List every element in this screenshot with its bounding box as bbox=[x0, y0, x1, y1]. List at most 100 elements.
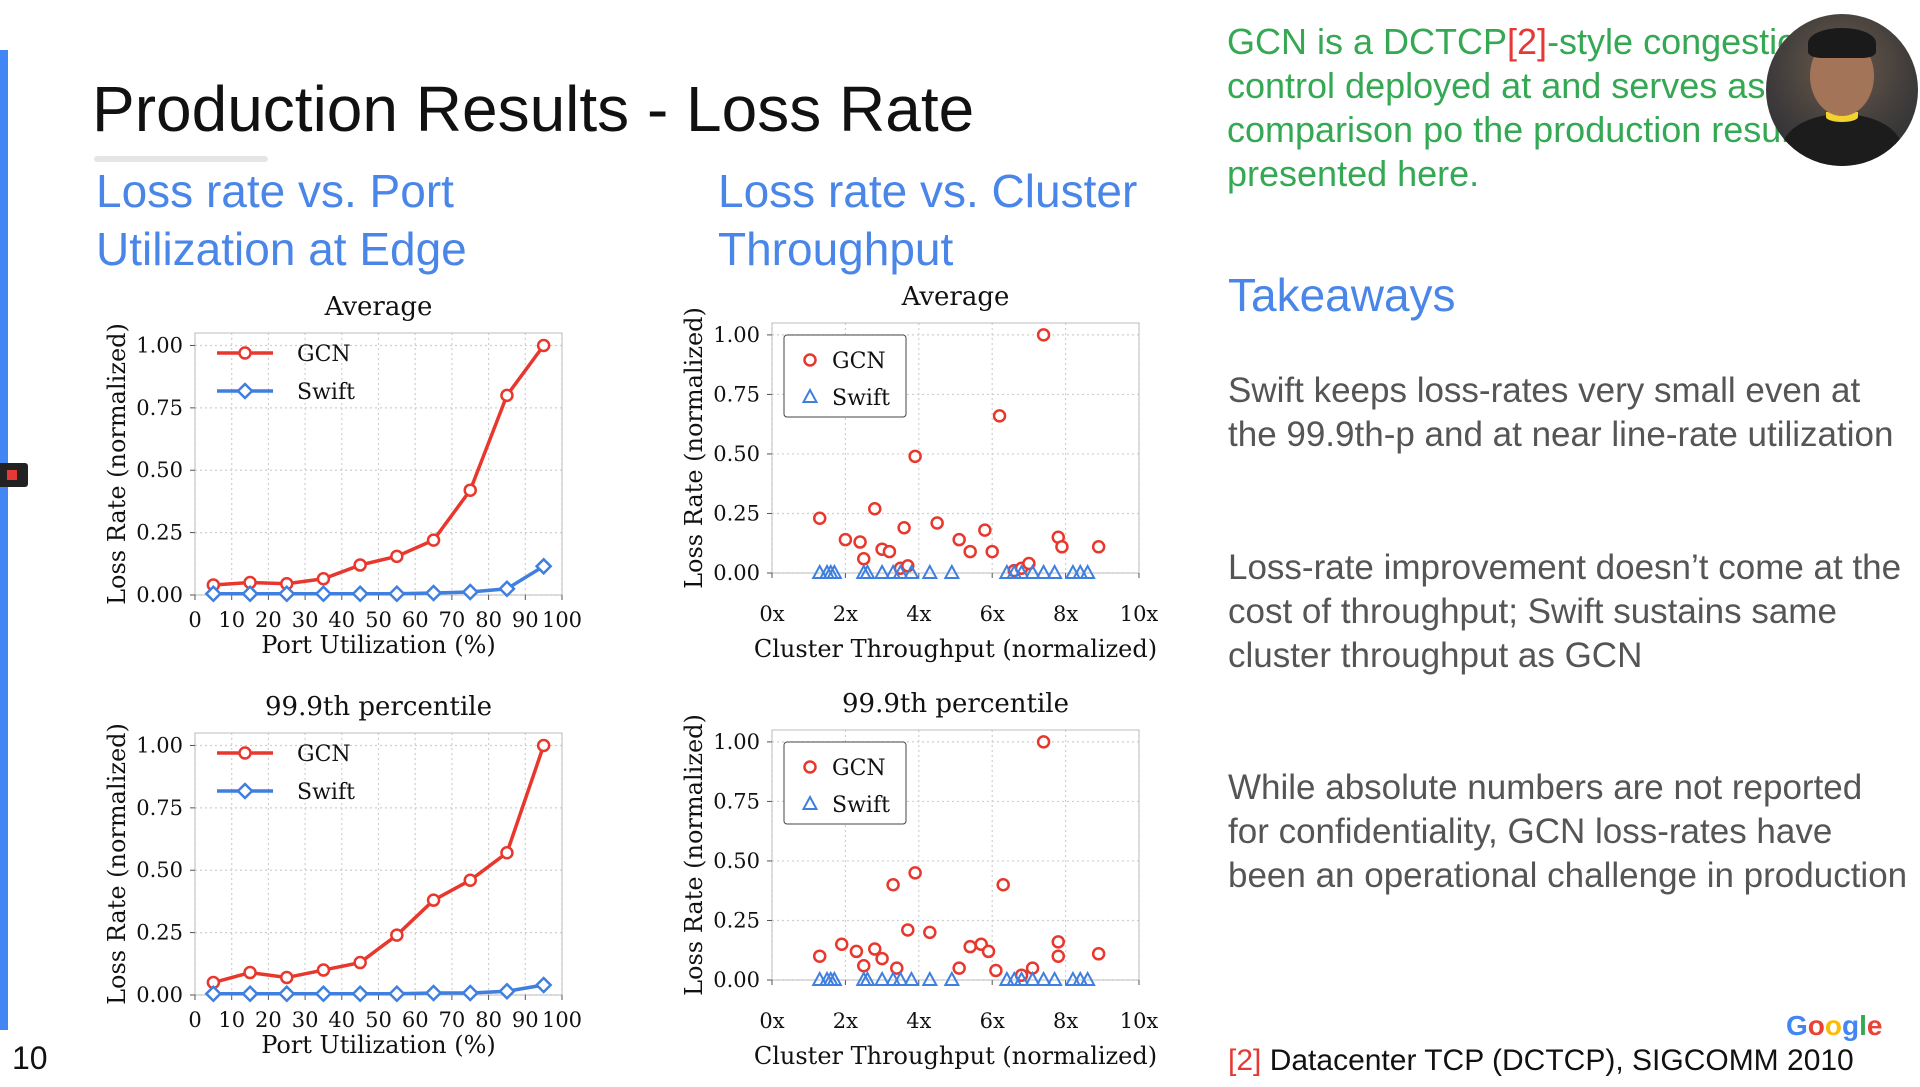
data-point-swift bbox=[903, 563, 920, 579]
series-gcn bbox=[206, 338, 551, 592]
chart-loss-vs-throughput-average: Average 0x 2x 4x 6x 8x 10x 0.00 0.25 0.50 0.75 1.00… bbox=[672, 275, 1192, 680]
takeaway-2: Loss-rate improvement doesn’t come at th… bbox=[1228, 548, 1902, 675]
data-point-swift bbox=[534, 976, 553, 994]
x-tick-label: 60 bbox=[402, 1008, 429, 1032]
data-point-swift bbox=[1079, 563, 1096, 579]
x-tick-label: 10x bbox=[1120, 1009, 1159, 1033]
data-point-swift bbox=[1046, 563, 1063, 579]
data-point-swift bbox=[204, 584, 223, 603]
x-tick-label: 60 bbox=[402, 608, 429, 632]
x-tick-label: 8x bbox=[1053, 1009, 1078, 1033]
data-point-swift bbox=[498, 579, 516, 598]
x-tick-label: 70 bbox=[439, 608, 466, 632]
left-heading-line-2: Utilization at Edge bbox=[96, 223, 467, 275]
legend-label: Swift bbox=[832, 386, 890, 411]
chart-svg: Average 0 10 20 30 40 50 60 70 80 90 100 0.00 0.25 0.5… bbox=[103, 292, 582, 659]
legend-label: Swift bbox=[832, 793, 890, 818]
data-point-gcn bbox=[812, 511, 827, 525]
x-tick-label: 90 bbox=[512, 608, 539, 632]
data-point-gcn bbox=[1036, 328, 1051, 342]
title-underline bbox=[94, 156, 268, 162]
legend-marker bbox=[236, 782, 254, 800]
slide-number: 10 bbox=[12, 1040, 48, 1076]
data-point-gcn bbox=[857, 551, 871, 566]
y-tick-label: 1.00 bbox=[136, 733, 183, 757]
data-point-gcn bbox=[463, 873, 477, 887]
x-tick-label: 40 bbox=[328, 1008, 355, 1032]
x-tick-label: 90 bbox=[512, 1008, 539, 1032]
legend-label: Swift bbox=[297, 780, 355, 805]
data-point-gcn bbox=[316, 963, 331, 977]
data-point-swift bbox=[1079, 970, 1096, 986]
footnote-text: Datacenter TCP (DCTCP), SIGCOMM 2010 bbox=[1261, 1044, 1854, 1077]
x-tick-label: 0 bbox=[188, 1008, 201, 1032]
y-tick-label: 0.75 bbox=[713, 382, 760, 406]
data-point-swift bbox=[943, 563, 961, 579]
data-point-swift bbox=[1035, 970, 1052, 986]
data-point-gcn bbox=[1051, 935, 1066, 949]
chart-svg: 99.9th percentile 0x 2x 4x 6x 8x 10x 0.00 0.25 0.… bbox=[680, 689, 1159, 1070]
data-point-swift bbox=[241, 984, 259, 1003]
data-point-swift bbox=[1035, 563, 1052, 579]
data-point-swift bbox=[461, 583, 480, 601]
data-point-swift bbox=[424, 984, 443, 1002]
takeaways-heading: Takeaways bbox=[1228, 269, 1456, 321]
right-section-heading: Loss rate vs. Cluster Throughput bbox=[718, 162, 1137, 278]
data-point-swift bbox=[921, 563, 938, 579]
legend-label: GCN bbox=[297, 742, 351, 767]
data-point-gcn bbox=[1051, 949, 1066, 963]
data-point-gcn bbox=[886, 878, 900, 892]
logo-letter: g bbox=[1842, 1010, 1860, 1041]
legend-marker bbox=[238, 746, 252, 760]
series-swift bbox=[811, 563, 1096, 579]
data-point-swift bbox=[204, 984, 223, 1003]
y-tick-label: 0.75 bbox=[136, 396, 183, 420]
y-tick-label: 0.25 bbox=[136, 521, 183, 545]
data-point-gcn bbox=[536, 338, 551, 353]
data-point-gcn bbox=[875, 951, 889, 966]
x-tick-label: 6x bbox=[980, 602, 1005, 626]
data-point-gcn bbox=[923, 925, 937, 940]
x-tick-label: 80 bbox=[475, 608, 502, 632]
data-point-swift bbox=[388, 584, 406, 603]
footnote-ref-number: [2] bbox=[1228, 1044, 1262, 1077]
chart-legend: GCN Swift bbox=[783, 334, 907, 418]
data-point-gcn bbox=[243, 965, 257, 980]
x-tick-label: 4x bbox=[906, 602, 931, 626]
data-point-gcn bbox=[426, 533, 441, 547]
data-point-gcn bbox=[838, 532, 853, 547]
data-point-swift bbox=[943, 970, 961, 986]
data-point-gcn bbox=[1055, 540, 1069, 554]
x-tick-label: 2x bbox=[833, 602, 858, 626]
data-point-swift bbox=[498, 982, 516, 1001]
y-tick-label: 0.00 bbox=[713, 968, 760, 992]
logo-letter: o bbox=[1807, 1010, 1825, 1041]
x-tick-label: 80 bbox=[475, 1008, 502, 1032]
chart-title: Average bbox=[901, 282, 1010, 312]
legend-marker bbox=[238, 346, 252, 360]
data-point-swift bbox=[388, 984, 406, 1003]
data-point-gcn bbox=[882, 544, 897, 559]
y-tick-label: 0.25 bbox=[713, 908, 760, 932]
data-point-gcn bbox=[812, 949, 827, 963]
data-point-gcn bbox=[996, 878, 1010, 892]
presenter-webcam bbox=[1766, 14, 1918, 166]
left-section-heading: Loss rate vs. Port Utilization at Edge bbox=[96, 162, 467, 278]
data-point-swift bbox=[903, 970, 920, 986]
data-point-gcn bbox=[985, 544, 999, 559]
data-point-swift bbox=[892, 970, 909, 986]
x-tick-label: 0 bbox=[188, 608, 201, 632]
x-tick-label: 8x bbox=[1053, 602, 1078, 626]
data-point-gcn bbox=[353, 955, 367, 970]
data-point-gcn bbox=[834, 937, 849, 952]
slide-accent-bar bbox=[0, 50, 8, 1030]
logo-letter: G bbox=[1786, 1010, 1808, 1041]
data-point-gcn bbox=[500, 388, 514, 403]
takeaway-1: Swift keeps loss-rates very small even a… bbox=[1228, 371, 1894, 454]
data-point-gcn bbox=[963, 544, 977, 559]
recording-indicator[interactable] bbox=[0, 463, 28, 487]
y-tick-label: 0.50 bbox=[136, 458, 183, 482]
data-point-swift bbox=[424, 584, 443, 602]
data-point-gcn bbox=[952, 961, 966, 975]
data-point-gcn bbox=[500, 846, 514, 860]
